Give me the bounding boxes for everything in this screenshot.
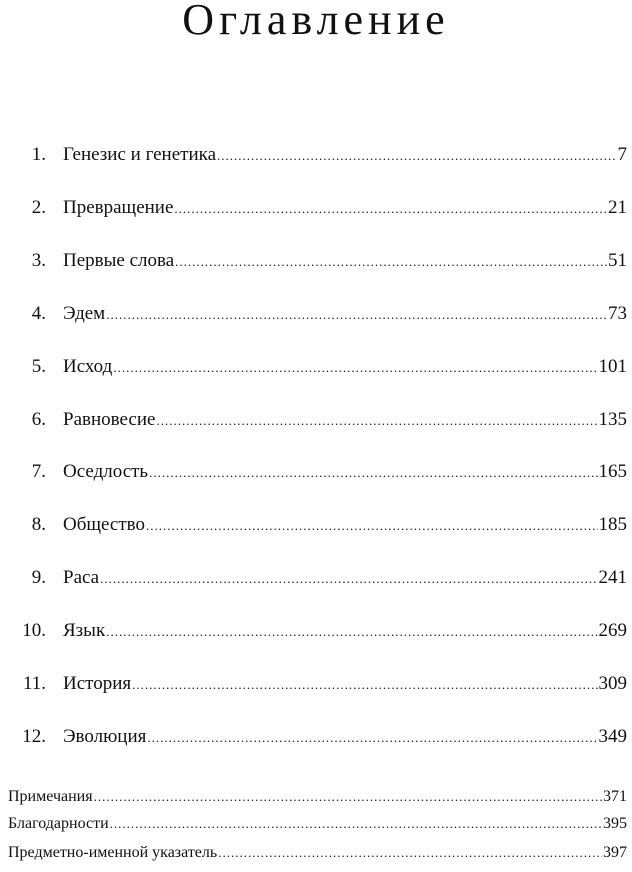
chapter-number: 5.	[31, 355, 46, 377]
chapter-title: История	[63, 673, 132, 694]
dot-leader	[106, 624, 597, 640]
page-number: 7	[617, 144, 628, 165]
chapter-title: Эволюция	[63, 725, 147, 747]
section-title: Предметно-именной указатель	[8, 844, 218, 861]
toc-entry[interactable]: 2. Превращение 21	[0, 197, 627, 223]
dot-leader	[132, 677, 597, 693]
chapter-number: 12.	[22, 725, 46, 747]
chapter-number: 7.	[31, 461, 46, 483]
chapter-title: Превращение	[63, 196, 174, 218]
chapter-title: Равновесие	[63, 408, 156, 430]
page-title: Оглавление	[182, 0, 450, 44]
toc-entry-back-matter[interactable]: Предметно-именной указатель 397	[8, 844, 627, 862]
dot-leader	[106, 307, 607, 323]
page-number: 309	[598, 673, 628, 694]
chapter-title: Раса	[63, 567, 100, 589]
section-title: Благодарности	[8, 815, 109, 832]
page-number: 269	[598, 620, 628, 642]
page-number: 165	[598, 461, 628, 483]
dot-leader	[147, 730, 597, 746]
toc-entry[interactable]: 9. Раса 241	[0, 567, 627, 593]
page-number: 185	[598, 514, 628, 536]
dot-leader	[156, 413, 597, 429]
toc-entry[interactable]: 5. Исход 101	[0, 356, 627, 382]
chapter-title: Первые слова	[63, 249, 175, 271]
chapter-number: 3.	[31, 249, 46, 271]
chapter-title: Исход	[63, 355, 113, 377]
chapter-title: Эдем	[63, 302, 106, 324]
dot-leader	[110, 816, 602, 832]
page-number: 101	[598, 355, 628, 377]
chapter-title: Оседлость	[63, 461, 149, 483]
page-number: 371	[603, 788, 627, 805]
chapter-number: 11.	[22, 673, 46, 694]
chapter-number: 10.	[22, 620, 46, 642]
chapter-number: 9.	[31, 567, 46, 589]
dot-leader	[218, 845, 602, 861]
dot-leader	[149, 465, 597, 481]
chapter-number: 1.	[31, 144, 46, 165]
dot-leader	[100, 571, 597, 587]
page-number: 21	[608, 196, 627, 218]
chapter-number: 8.	[31, 514, 46, 536]
toc-entry[interactable]: 10. Язык 269	[0, 620, 627, 646]
toc-entry-back-matter[interactable]: Примечания 371	[8, 788, 627, 806]
chapter-title: Генезис и генетика	[63, 144, 217, 165]
toc-entry[interactable]: 12. Эволюция 349	[0, 726, 627, 752]
toc-entry[interactable]: 11. История 309	[0, 673, 627, 699]
dot-leader	[113, 360, 597, 376]
section-title: Примечания	[8, 788, 93, 805]
chapter-number: 6.	[31, 408, 46, 430]
page-number: 395	[603, 815, 627, 832]
dot-leader	[217, 148, 616, 164]
page-number: 73	[608, 302, 627, 324]
page-number: 51	[608, 249, 627, 271]
toc-entry[interactable]: 6. Равновесие 135	[0, 409, 627, 435]
dot-leader	[174, 201, 607, 217]
page-number: 397	[603, 844, 627, 861]
dot-leader	[94, 789, 602, 805]
toc-entry[interactable]: 1. Генезис и генетика 7	[0, 144, 627, 170]
toc-entry[interactable]: 4. Эдем 73	[0, 303, 627, 329]
toc-entry[interactable]: 8. Общество 185	[0, 514, 627, 540]
chapter-title: Язык	[63, 620, 106, 642]
toc-entry[interactable]: 3. Первые слова 51	[0, 250, 627, 276]
toc-entry[interactable]: 7. Оседлость 165	[0, 461, 627, 487]
chapter-number: 4.	[31, 302, 46, 324]
toc-entry-back-matter[interactable]: Благодарности 395	[8, 815, 627, 833]
dot-leader	[146, 518, 597, 534]
chapter-number: 2.	[31, 196, 46, 218]
page-number: 135	[598, 408, 628, 430]
page-number: 349	[598, 725, 628, 747]
page-number: 241	[598, 567, 628, 589]
chapter-title: Общество	[63, 514, 146, 536]
dot-leader	[175, 254, 607, 270]
